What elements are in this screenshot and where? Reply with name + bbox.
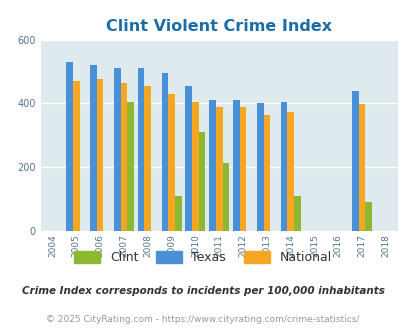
Bar bbox=[215, 107, 222, 231]
Bar bbox=[185, 86, 192, 231]
Bar bbox=[222, 163, 229, 231]
Bar bbox=[161, 73, 168, 231]
Bar bbox=[137, 68, 144, 231]
Bar bbox=[90, 65, 96, 231]
Bar bbox=[293, 196, 300, 231]
Bar bbox=[209, 100, 215, 231]
Bar bbox=[263, 115, 270, 231]
Bar bbox=[168, 94, 175, 231]
Bar bbox=[66, 62, 73, 231]
Text: Crime Index corresponds to incidents per 100,000 inhabitants: Crime Index corresponds to incidents per… bbox=[21, 286, 384, 296]
Bar bbox=[120, 82, 127, 231]
Bar bbox=[232, 100, 239, 231]
Bar bbox=[239, 107, 246, 231]
Bar bbox=[198, 132, 205, 231]
Bar bbox=[114, 68, 120, 231]
Bar bbox=[280, 102, 287, 231]
Bar bbox=[127, 102, 134, 231]
Bar bbox=[287, 112, 293, 231]
Legend: Clint, Texas, National: Clint, Texas, National bbox=[68, 245, 337, 270]
Bar bbox=[364, 202, 371, 231]
Bar bbox=[175, 196, 181, 231]
Bar bbox=[96, 80, 103, 231]
Bar bbox=[351, 91, 358, 231]
Text: © 2025 CityRating.com - https://www.cityrating.com/crime-statistics/: © 2025 CityRating.com - https://www.city… bbox=[46, 315, 359, 324]
Bar bbox=[358, 104, 364, 231]
Title: Clint Violent Crime Index: Clint Violent Crime Index bbox=[106, 19, 331, 34]
Bar bbox=[73, 81, 79, 231]
Bar bbox=[144, 86, 151, 231]
Bar bbox=[192, 102, 198, 231]
Bar bbox=[256, 103, 263, 231]
